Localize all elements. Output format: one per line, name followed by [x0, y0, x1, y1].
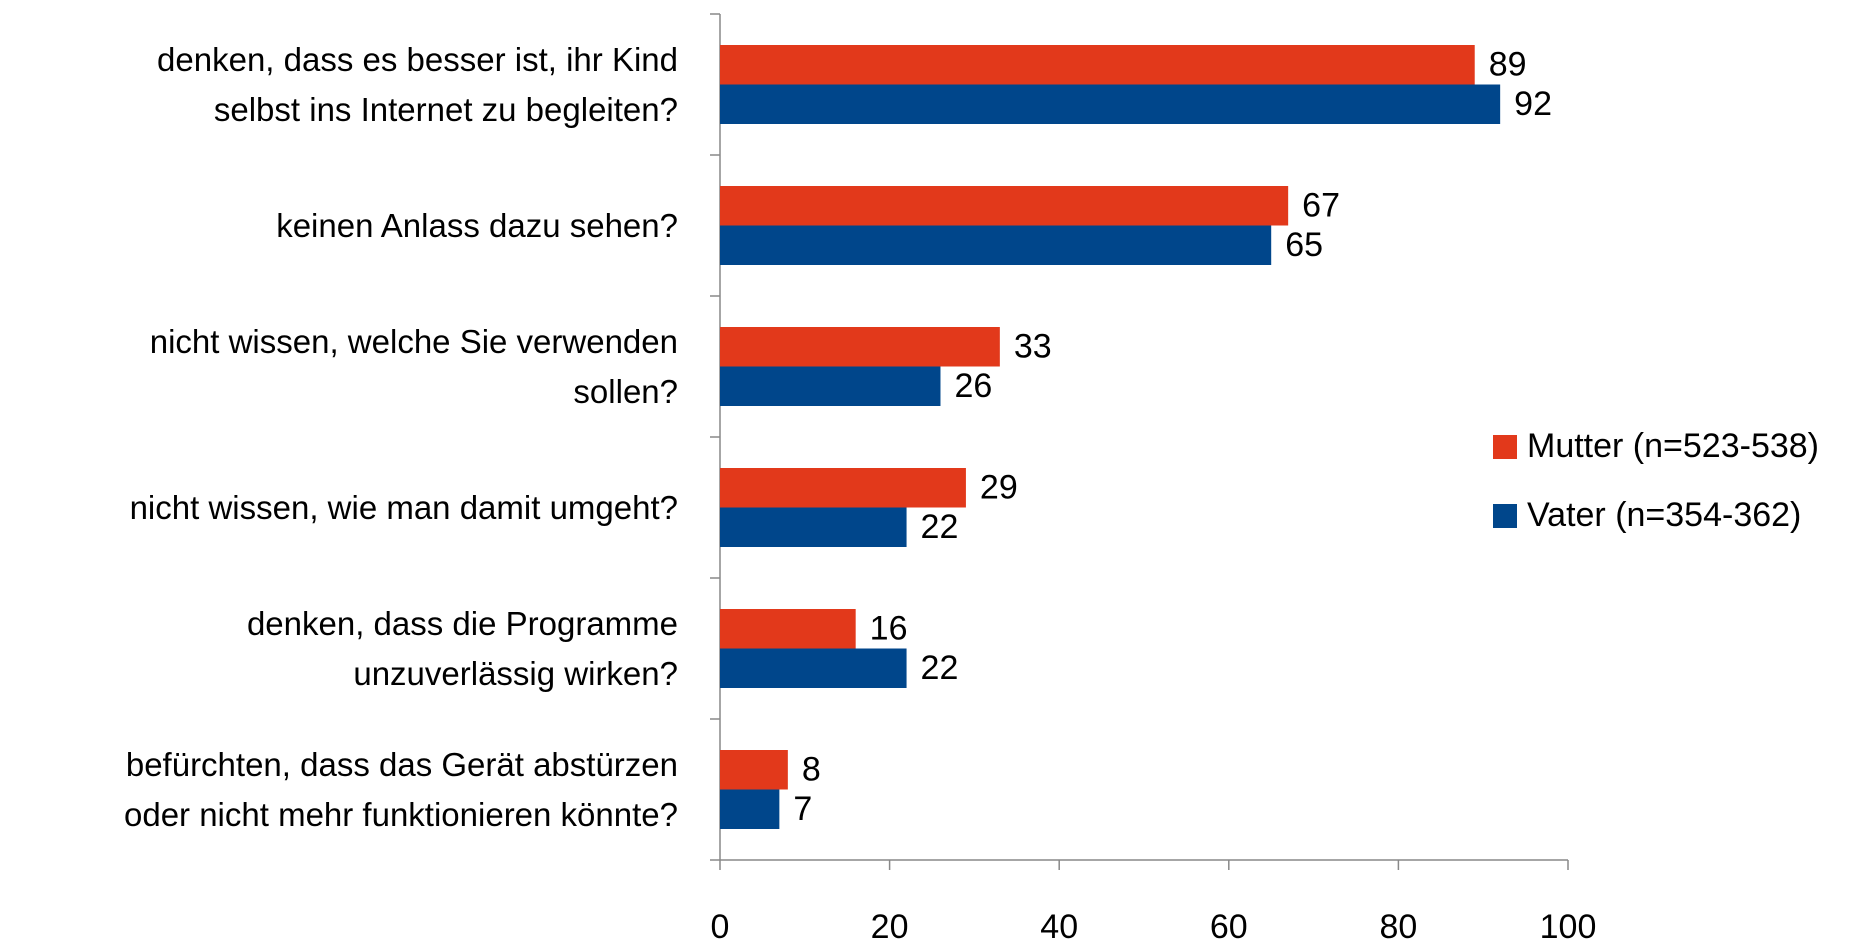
x-tick-label: 100	[1540, 908, 1597, 945]
bar	[720, 186, 1289, 226]
category-label: nicht wissen, wie man damit umgeht?	[129, 488, 678, 526]
bar	[720, 225, 1272, 265]
data-label: 8	[802, 751, 821, 789]
data-label: 33	[1014, 328, 1052, 366]
legend-swatch	[1493, 504, 1517, 528]
x-tick-label: 40	[1040, 908, 1078, 945]
data-label: 65	[1285, 226, 1323, 264]
data-label: 16	[870, 610, 908, 648]
x-tick-label: 60	[1210, 908, 1248, 945]
category-label: denken, dass es besser ist, ihr Kind sel…	[157, 40, 678, 128]
data-label: 22	[921, 508, 959, 546]
data-label: 92	[1514, 85, 1552, 123]
x-tick-label: 20	[871, 908, 909, 945]
x-tick-label: 80	[1379, 908, 1417, 945]
data-label: 26	[954, 367, 992, 405]
x-tick-label: 0	[711, 908, 730, 945]
bar	[720, 648, 907, 688]
category-label: denken, dass die Programme unzuverlässig…	[246, 604, 678, 692]
bar	[720, 750, 788, 790]
bar	[720, 507, 907, 547]
bar	[720, 327, 1000, 367]
bar	[720, 45, 1475, 85]
bar	[720, 609, 856, 649]
data-label: 7	[793, 790, 812, 828]
legend-label: Mutter (n=523-538)	[1527, 427, 1819, 465]
bar	[720, 468, 966, 508]
data-label: 29	[980, 469, 1018, 507]
data-label: 89	[1489, 46, 1527, 84]
data-label: 22	[921, 649, 959, 687]
category-label: keinen Anlass dazu sehen?	[276, 206, 678, 244]
bar	[720, 366, 941, 406]
category-label: befürchten, dass das Gerät abstürzen ode…	[123, 745, 678, 833]
bar	[720, 84, 1501, 124]
legend-swatch	[1493, 435, 1517, 459]
category-label: nicht wissen, welche Sie verwenden solle…	[149, 322, 678, 410]
bar	[720, 789, 780, 829]
data-label: 67	[1302, 187, 1340, 225]
legend-label: Vater (n=354-362)	[1527, 496, 1801, 534]
